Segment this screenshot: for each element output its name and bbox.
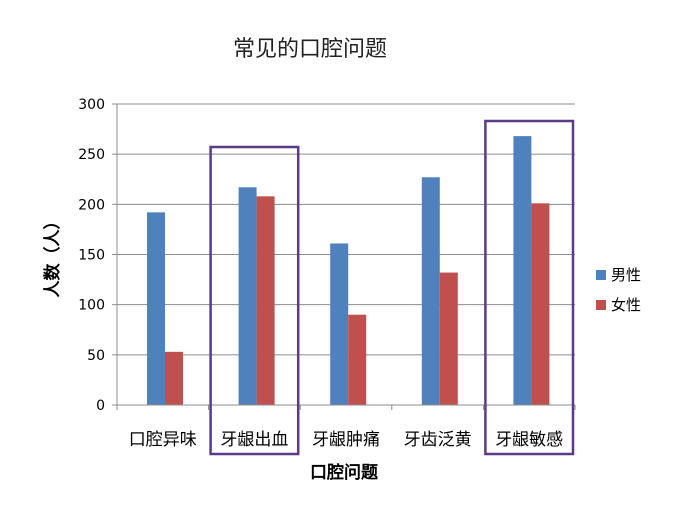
highlight-box: [484, 119, 575, 456]
y-tick-label: 250: [78, 147, 105, 163]
y-tick-labels: 0 50 100 150 200 250 300: [78, 97, 117, 414]
bar-male: [147, 212, 165, 405]
x-tick-label: 口腔异味: [129, 430, 197, 450]
bar-male: [238, 187, 257, 405]
y-axis-title: 人数（人）: [42, 213, 63, 298]
legend-swatch: [596, 300, 606, 310]
bars: [147, 136, 550, 405]
bar-male: [421, 177, 440, 405]
bar-female: [439, 272, 458, 405]
x-tick-label: 牙齿泛黄: [404, 430, 472, 450]
y-tick-label: 50: [87, 348, 105, 364]
x-tick-label: 牙龈出血: [220, 430, 288, 450]
x-tick-label: 牙龈肿痛: [312, 430, 380, 450]
legend-label: 男性: [611, 266, 641, 284]
y-tick-label: 200: [78, 197, 105, 213]
y-tick-label: 150: [78, 248, 105, 264]
highlight-boxes: [209, 119, 575, 456]
bar-female: [348, 314, 367, 405]
highlight-box: [209, 145, 300, 456]
bar-male: [513, 136, 532, 405]
bar-female: [165, 351, 183, 405]
x-axis-title: 口腔问题: [310, 462, 379, 483]
bar-male: [330, 243, 349, 405]
y-tick-label: 100: [78, 298, 105, 314]
legend-label: 女性: [611, 296, 641, 314]
x-tick-labels: 口腔异味 牙龈出血 牙龈肿痛 牙齿泛黄 牙龈敏感: [116, 405, 576, 450]
bar-female: [531, 203, 550, 405]
y-tick-label: 300: [78, 97, 105, 113]
legend-swatch: [596, 270, 606, 280]
y-tick-label: 0: [96, 398, 105, 414]
x-tick-label: 牙龈敏感: [495, 430, 563, 450]
chart-title: 常见的口腔问题: [233, 37, 387, 62]
bar-female: [256, 196, 275, 405]
